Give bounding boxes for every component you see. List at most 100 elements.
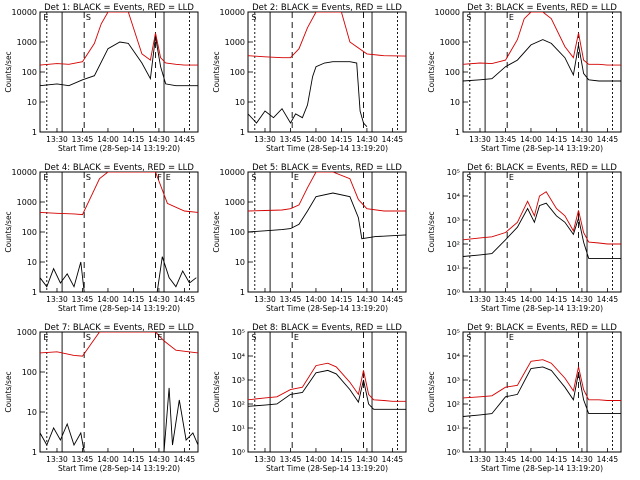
y-tick-label: 10000 xyxy=(12,168,37,177)
x-tick-label: 13:30 xyxy=(254,455,276,464)
y-tick-label: 100 xyxy=(230,228,245,237)
y-tick-label: 10⁰ xyxy=(447,288,460,297)
y-tick-label: 100 xyxy=(22,368,37,377)
x-axis-label: Start Time (28-Sep-14 13:19:20) xyxy=(266,464,388,473)
state-marker: E xyxy=(294,173,299,182)
y-tick-label: 100 xyxy=(22,228,37,237)
y-tick-label: 10⁴ xyxy=(232,352,245,361)
x-tick-label: 13:45 xyxy=(495,295,517,304)
y-axis-label: Counts/sec xyxy=(427,211,436,252)
y-tick-label: 100 xyxy=(22,68,37,77)
series-lld-line xyxy=(248,172,406,212)
y-axis-label: Counts/sec xyxy=(4,211,13,252)
y-tick-label: 10 xyxy=(235,258,245,267)
chart-panel-det-7: Det 7: BLACK = Events, RED = LLD 1 10 100 10… xyxy=(4,323,199,473)
y-tick-label: 10¹ xyxy=(447,264,460,273)
chart-panel-det-1: Det 1: BLACK = Events, RED = LLD 1 10 100 10… xyxy=(4,3,199,153)
state-marker: S xyxy=(86,13,91,22)
chart-title: Det 9: BLACK = Events, RED = LLD xyxy=(467,323,617,333)
x-tick-label: 14:00 xyxy=(305,455,327,464)
y-tick-label: 10 xyxy=(27,98,37,107)
y-axis-label: Counts/sec xyxy=(427,371,436,412)
x-tick-label: 14:30 xyxy=(571,135,593,144)
x-tick-label: 13:30 xyxy=(469,295,491,304)
y-axis-label: Counts/sec xyxy=(427,51,436,92)
y-tick-label: 10² xyxy=(447,400,460,409)
state-marker: S xyxy=(466,173,471,182)
x-tick-label: 13:30 xyxy=(46,135,68,144)
y-tick-label: 1000 xyxy=(440,38,460,47)
series-events-line xyxy=(40,36,198,87)
y-tick-label: 10 xyxy=(27,258,37,267)
series-lld-line xyxy=(248,362,406,402)
chart-panel-det-6: Det 6: BLACK = Events, RED = LLD 10⁰ 10¹ 10… xyxy=(427,163,622,313)
y-tick-label: 1000 xyxy=(17,328,37,337)
plot-frame xyxy=(247,11,407,133)
x-tick-label: 14:30 xyxy=(356,135,378,144)
y-tick-label: 10⁵ xyxy=(232,328,245,337)
x-tick-label: 13:45 xyxy=(495,135,517,144)
x-tick-label: 14:15 xyxy=(123,295,145,304)
y-tick-label: 10¹ xyxy=(447,424,460,433)
x-axis-label: Start Time (28-Sep-14 13:19:20) xyxy=(58,464,180,473)
state-marker: S xyxy=(466,13,471,22)
state-marker: E xyxy=(43,333,48,342)
chart-panel-det-9: Det 9: BLACK = Events, RED = LLD 10⁰ 10¹ 10… xyxy=(427,323,622,473)
chart-panel-det-5: Det 5: BLACK = Events, RED = LLD 1 10 100 10… xyxy=(212,163,407,313)
x-tick-label: 14:15 xyxy=(546,135,568,144)
x-tick-label: 14:15 xyxy=(331,135,353,144)
plot-frame xyxy=(39,171,199,293)
y-tick-label: 10⁰ xyxy=(232,448,245,457)
x-tick-label: 13:45 xyxy=(280,455,302,464)
state-marker: S xyxy=(251,13,256,22)
state-marker: E xyxy=(43,173,48,182)
y-tick-label: 1 xyxy=(240,288,245,297)
x-tick-label: 14:45 xyxy=(174,455,196,464)
x-tick-label: 14:45 xyxy=(174,295,196,304)
plot-frame xyxy=(462,11,622,133)
state-marker: S xyxy=(251,173,256,182)
state-marker: E xyxy=(294,333,299,342)
series-events-line xyxy=(248,61,368,128)
state-marker: S xyxy=(86,333,91,342)
series-lld-line xyxy=(40,172,198,216)
state-marker: E xyxy=(157,333,162,342)
x-tick-label: 13:45 xyxy=(72,455,94,464)
plot-frame xyxy=(39,11,199,133)
y-tick-label: 10⁰ xyxy=(447,448,460,457)
x-axis-label: Start Time (28-Sep-14 13:19:20) xyxy=(58,144,180,153)
state-marker: E xyxy=(166,173,171,182)
x-tick-label: 14:00 xyxy=(97,455,119,464)
plot-frame xyxy=(462,171,622,293)
chart-title: Det 5: BLACK = Events, RED = LLD xyxy=(252,163,402,173)
state-marker: E xyxy=(509,13,514,22)
series-lld-line xyxy=(40,332,198,357)
y-tick-label: 10 xyxy=(27,408,37,417)
x-tick-label: 14:30 xyxy=(148,135,170,144)
y-axis-label: Counts/sec xyxy=(4,371,13,412)
series-events-line xyxy=(463,202,621,259)
x-tick-label: 14:15 xyxy=(123,135,145,144)
y-tick-label: 10000 xyxy=(12,8,37,17)
x-tick-label: 14:15 xyxy=(546,295,568,304)
x-tick-label: 14:30 xyxy=(356,455,378,464)
y-tick-label: 10² xyxy=(447,240,460,249)
x-tick-label: 14:30 xyxy=(148,455,170,464)
x-tick-label: 14:30 xyxy=(571,455,593,464)
series-events-line xyxy=(40,387,198,452)
chart-title: Det 2: BLACK = Events, RED = LLD xyxy=(252,3,402,13)
x-axis-label: Start Time (28-Sep-14 13:19:20) xyxy=(481,144,603,153)
series-lld-line xyxy=(463,359,621,401)
plot-frame xyxy=(247,171,407,293)
series-lld-line xyxy=(40,12,198,66)
chart-title: Det 3: BLACK = Events, RED = LLD xyxy=(467,3,617,13)
y-tick-label: 10³ xyxy=(447,376,460,385)
x-tick-label: 13:45 xyxy=(280,135,302,144)
x-tick-label: 14:45 xyxy=(382,135,404,144)
chart-title: Det 7: BLACK = Events, RED = LLD xyxy=(44,323,194,333)
x-tick-label: 14:00 xyxy=(520,455,542,464)
y-tick-label: 10³ xyxy=(232,376,245,385)
x-tick-label: 13:30 xyxy=(46,295,68,304)
y-tick-label: 100 xyxy=(230,68,245,77)
series-events-line xyxy=(248,369,406,410)
